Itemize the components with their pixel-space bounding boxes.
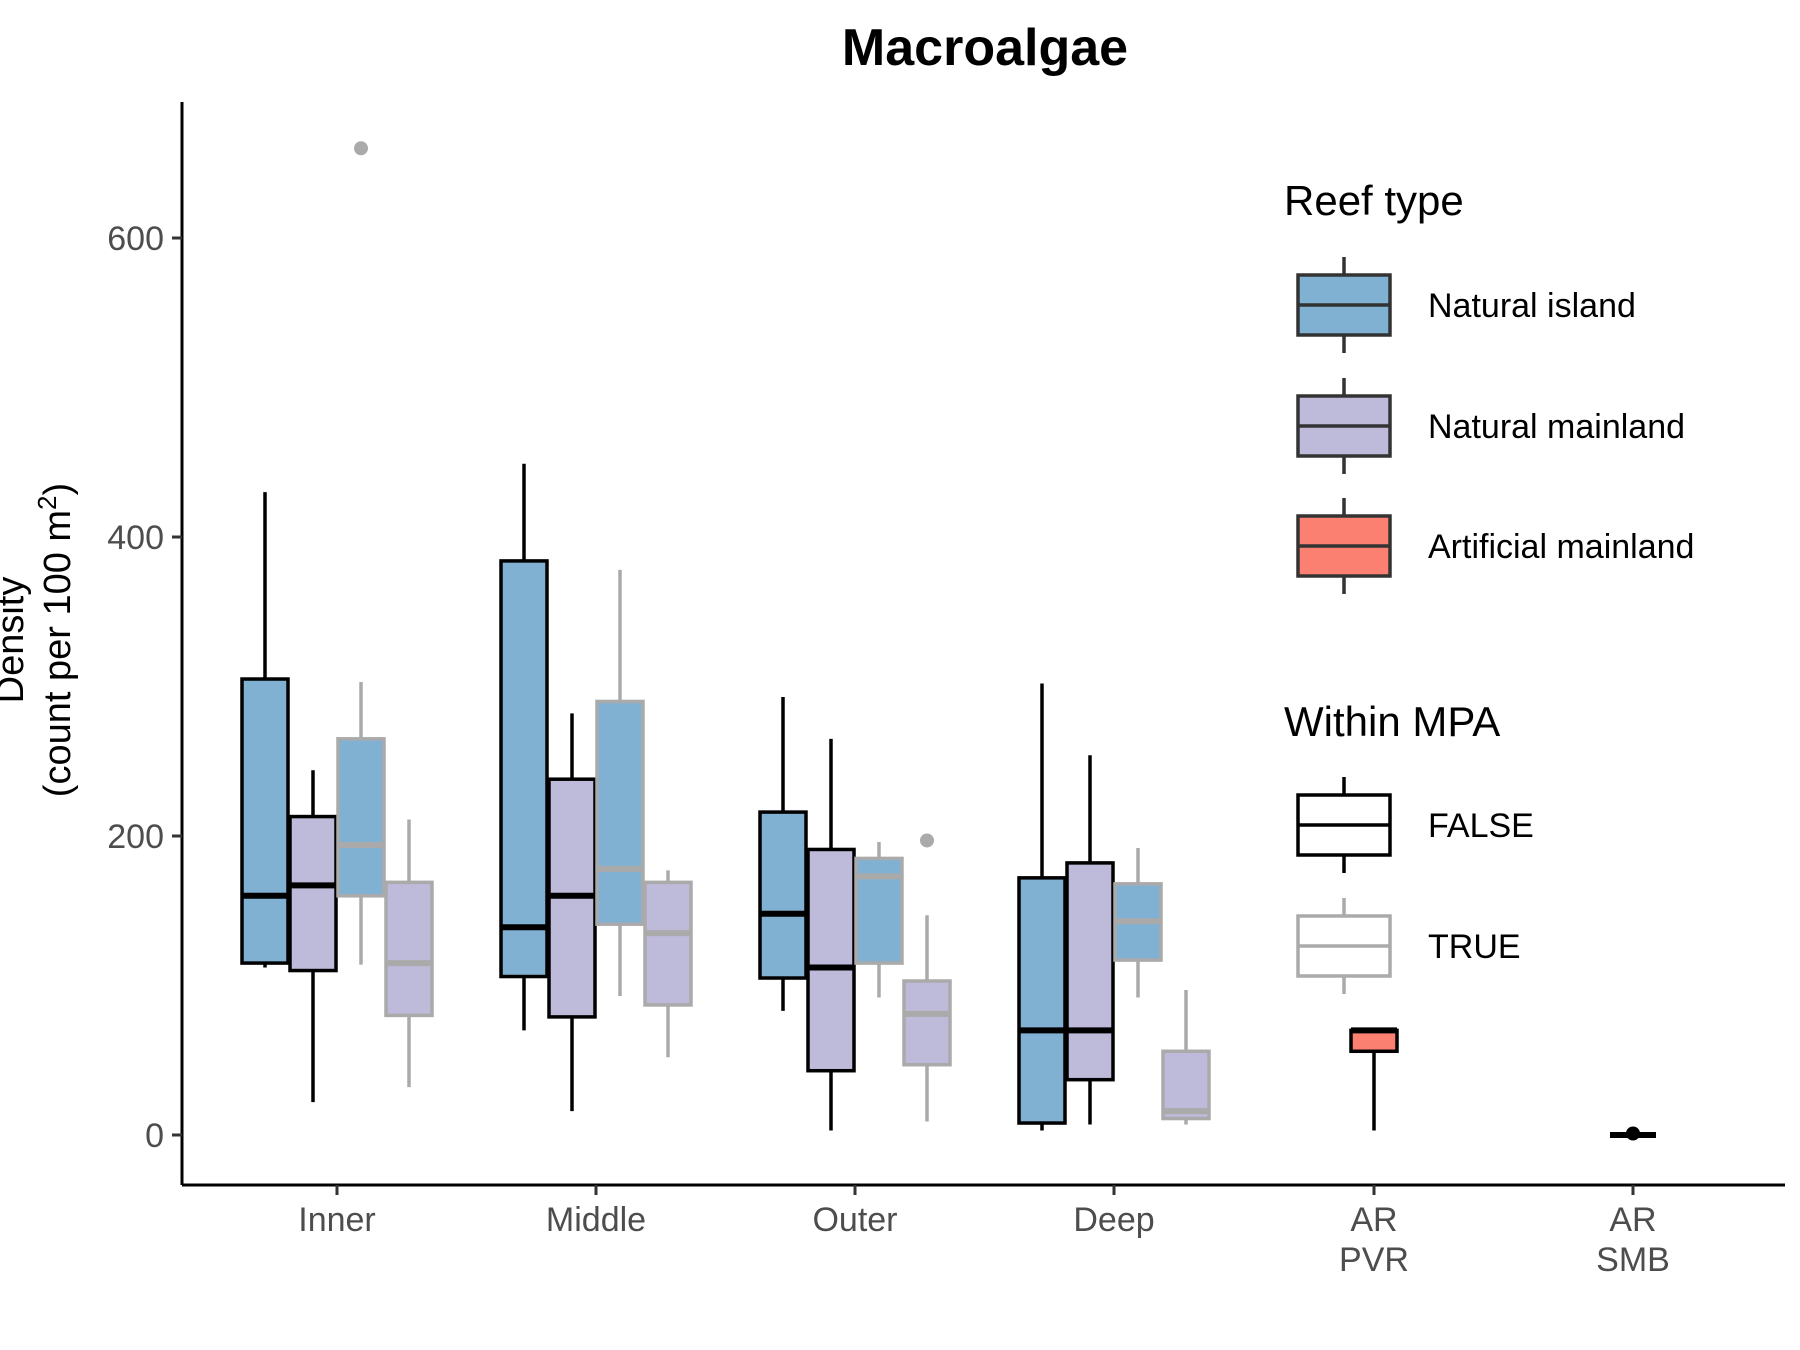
box-body bbox=[499, 559, 549, 979]
box-outer-3 bbox=[902, 833, 952, 1122]
box-body bbox=[902, 979, 952, 1067]
legend-mpa-title: Within MPA bbox=[1284, 698, 1500, 745]
box-outer-0 bbox=[758, 696, 808, 1011]
box-middle-1 bbox=[547, 713, 597, 1112]
y-axis-label-line2: (count per 100 m2) bbox=[32, 483, 79, 797]
box-inner-0 bbox=[240, 492, 290, 968]
box-body bbox=[240, 677, 290, 965]
y-tick-label: 600 bbox=[107, 220, 164, 258]
box-body bbox=[806, 847, 856, 1073]
legend-reef-label: Artificial mainland bbox=[1428, 528, 1694, 566]
box-deep-0 bbox=[1017, 683, 1067, 1131]
box-body bbox=[1161, 1049, 1211, 1121]
box-body bbox=[288, 814, 338, 973]
box-body bbox=[595, 699, 645, 926]
y-axis-label-line1: Density bbox=[0, 577, 32, 704]
x-tick-label: PVR bbox=[1339, 1241, 1409, 1279]
box-outer-2 bbox=[854, 841, 904, 998]
box-outlier bbox=[1626, 1126, 1640, 1141]
box-body bbox=[1065, 861, 1115, 1082]
box-ar_pvr-0 bbox=[1349, 1027, 1399, 1131]
box-deep-3 bbox=[1161, 989, 1211, 1125]
legend-reef-title: Reef type bbox=[1284, 177, 1464, 224]
box-middle-2 bbox=[595, 569, 645, 996]
x-tick-label: AR bbox=[1609, 1201, 1656, 1239]
x-tick-label: SMB bbox=[1596, 1241, 1670, 1279]
y-tick-label: 400 bbox=[107, 519, 164, 557]
box-outlier bbox=[354, 141, 368, 156]
legend-reef-label: Natural mainland bbox=[1428, 408, 1685, 446]
box-deep-2 bbox=[1113, 847, 1163, 998]
x-tick-label: Outer bbox=[812, 1201, 897, 1239]
box-body bbox=[384, 880, 434, 1018]
x-tick-label: Inner bbox=[298, 1201, 376, 1239]
x-tick-label: AR bbox=[1350, 1201, 1397, 1239]
box-inner-2 bbox=[336, 141, 386, 965]
legend-mpa-label: TRUE bbox=[1428, 928, 1521, 966]
box-middle-0 bbox=[499, 463, 549, 1031]
box-middle-3 bbox=[643, 870, 693, 1058]
box-outer-1 bbox=[806, 738, 856, 1131]
box-deep-1 bbox=[1065, 755, 1115, 1125]
box-body bbox=[643, 880, 693, 1007]
box-ar_smb-0 bbox=[1610, 1126, 1656, 1141]
legend-mpa-label: FALSE bbox=[1428, 807, 1534, 845]
y-tick-label: 0 bbox=[145, 1117, 164, 1155]
box-inner-1 bbox=[288, 770, 338, 1103]
legend-reef-label: Natural island bbox=[1428, 287, 1636, 325]
box-body bbox=[336, 737, 386, 898]
box-body bbox=[758, 810, 808, 980]
x-tick-label: Middle bbox=[546, 1201, 646, 1239]
box-inner-3 bbox=[384, 819, 434, 1088]
y-tick-label: 200 bbox=[107, 818, 164, 856]
chart-title: Macroalgae bbox=[842, 19, 1128, 77]
box-body bbox=[1349, 1028, 1399, 1054]
legend: Reef type Natural island Natural mainland A… bbox=[1284, 177, 1694, 994]
x-tick-label: Deep bbox=[1073, 1201, 1154, 1239]
box-outlier bbox=[920, 833, 934, 848]
box-body bbox=[1017, 876, 1067, 1125]
y-axis-label: Density (count per 100 m2) bbox=[0, 483, 79, 797]
